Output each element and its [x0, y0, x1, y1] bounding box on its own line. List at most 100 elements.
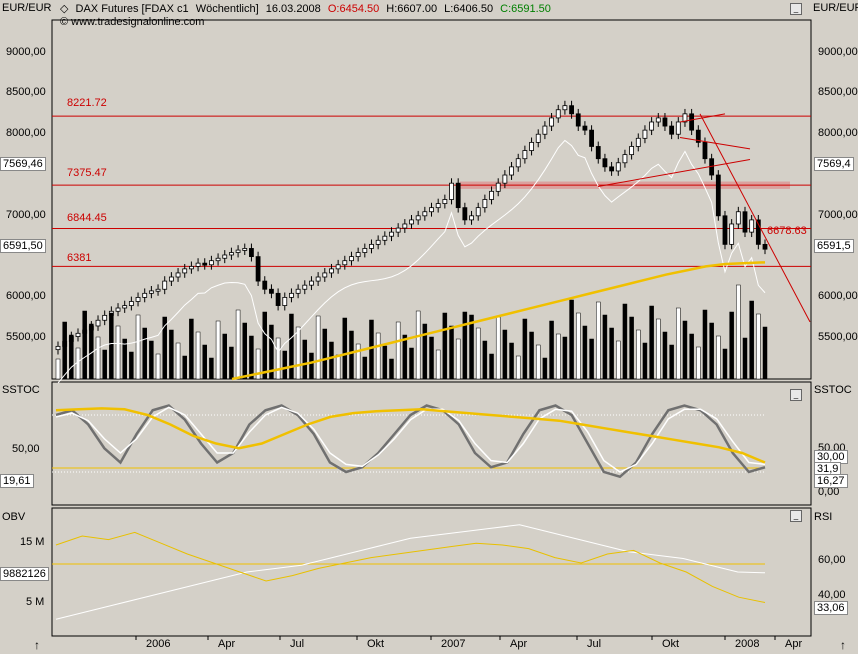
volume-bar	[462, 311, 468, 380]
candle-body	[95, 319, 101, 327]
candle-body	[275, 292, 281, 306]
volume-bar	[62, 321, 67, 380]
volume-bar	[609, 327, 614, 380]
volume-bar	[656, 318, 661, 380]
volume-bar	[649, 305, 654, 380]
candle-body	[562, 105, 568, 111]
volume-bar	[495, 316, 501, 380]
volume-bar	[569, 299, 574, 380]
candle-body	[202, 262, 208, 266]
candle-body	[309, 280, 314, 286]
candle-body	[515, 158, 521, 168]
volume-bar	[109, 312, 114, 380]
volume-bar	[415, 310, 421, 380]
volume-bar	[489, 353, 494, 380]
volume-bar	[449, 325, 454, 380]
candle-body	[429, 207, 434, 213]
minimize-icon[interactable]: _	[790, 510, 802, 522]
volume-bar	[182, 355, 187, 380]
x-tick-label: Jul	[587, 638, 602, 650]
x-tick-label: 2007	[441, 638, 466, 650]
volume-bar	[175, 342, 181, 380]
candle-body	[195, 262, 201, 267]
candle-body	[322, 272, 328, 278]
candle-body	[242, 248, 248, 251]
candle-body	[689, 113, 695, 131]
volume-bar	[696, 346, 701, 380]
sstoc-tag: 16,27	[814, 474, 848, 488]
volume-bar	[602, 314, 608, 380]
price-tag: 6591,50	[0, 239, 46, 253]
candle-body	[55, 345, 61, 351]
volume-bar	[142, 327, 147, 380]
volume-bar	[362, 356, 368, 380]
scroll-up-icon[interactable]: ↑	[34, 638, 40, 652]
rsi-line	[55, 531, 766, 603]
candle-body	[335, 264, 341, 270]
high-value: H:6607.00	[386, 3, 438, 15]
comparison-line	[57, 139, 766, 384]
volume-bar	[262, 311, 268, 380]
volume-bar	[82, 310, 87, 380]
minimize-icon[interactable]: _	[790, 389, 802, 401]
volume-bar	[429, 336, 434, 380]
candle-body	[722, 215, 728, 245]
candle-body	[362, 248, 368, 253]
candle-body	[602, 158, 608, 168]
price-ytick: 9000,00	[6, 45, 46, 58]
volume-bar	[636, 329, 641, 380]
sstoc-tag: 19,61	[0, 474, 34, 488]
candle-body	[629, 146, 635, 156]
candle-body	[329, 268, 334, 274]
candle-body	[255, 256, 261, 282]
low-value: L:6406.50	[444, 3, 494, 15]
volume-bar	[222, 333, 227, 380]
rsi-tag: 33,06	[814, 601, 848, 615]
candle-body	[369, 243, 374, 249]
rsi-ytick: 40,00	[818, 589, 846, 601]
price-tag: 7569,46	[0, 157, 46, 171]
candle-body	[642, 129, 648, 139]
price-ytick: 9000,00	[818, 45, 858, 58]
candle-body	[355, 252, 361, 258]
volume-bar	[295, 326, 301, 380]
volume-bar	[562, 336, 568, 380]
volume-bar	[729, 311, 734, 380]
obv-ytick: 5 M	[26, 596, 45, 608]
volume-bar	[442, 312, 448, 380]
volume-bar	[596, 301, 601, 380]
candle-body	[142, 292, 148, 298]
volume-bar	[129, 351, 134, 380]
volume-bar	[589, 338, 594, 380]
panel-frame	[51, 507, 812, 637]
volume-bar	[389, 358, 394, 380]
volume-bar	[209, 357, 214, 380]
volume-bar	[122, 338, 127, 380]
volume-bar	[155, 353, 161, 380]
volume-bar	[202, 344, 207, 380]
candle-body	[662, 117, 668, 127]
volume-bar	[229, 346, 234, 380]
candle-body	[209, 260, 214, 266]
candle-body	[289, 292, 294, 298]
price-ytick: 6000,00	[6, 290, 46, 303]
volume-bar	[622, 303, 628, 380]
volume-bar	[549, 320, 554, 380]
candle-body	[215, 257, 221, 262]
candle-body	[375, 239, 381, 245]
scroll-up-icon[interactable]: ↑	[840, 638, 846, 652]
trend-line	[679, 113, 726, 123]
level-label: 7375.47	[67, 167, 107, 179]
minimize-icon[interactable]: _	[790, 3, 802, 15]
candle-body	[622, 154, 628, 164]
volume-bar	[475, 327, 481, 380]
volume-bar	[289, 313, 294, 380]
candle-body	[609, 166, 614, 172]
candle-body	[529, 141, 534, 151]
volume-bar	[676, 307, 681, 380]
price-ytick: 5500,00	[818, 331, 858, 344]
volume-bar	[702, 309, 708, 380]
candle-body	[742, 211, 748, 233]
volume-bar	[329, 341, 334, 380]
